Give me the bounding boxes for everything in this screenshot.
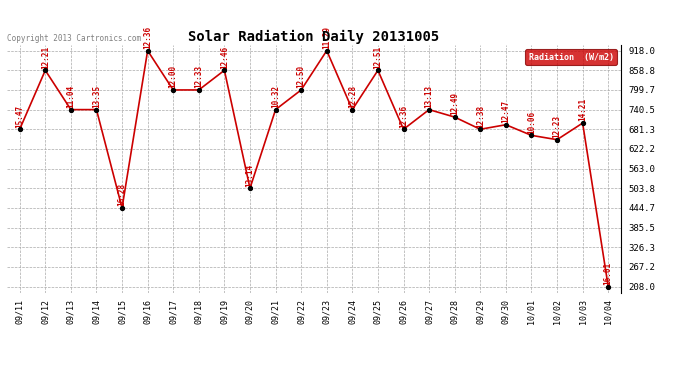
Point [14,126,26,132]
Text: 12:33: 12:33 [195,65,204,88]
Text: 13:35: 13:35 [92,85,101,108]
Text: 11:04: 11:04 [66,85,75,108]
Point [424,106,435,112]
Point [398,126,409,132]
Point [449,114,460,120]
Legend: Radiation  (W/m2): Radiation (W/m2) [525,49,617,65]
Text: 10:32: 10:32 [271,85,280,108]
Text: 12:47: 12:47 [502,100,511,123]
Text: 16:28: 16:28 [117,183,126,206]
Point [142,48,153,54]
Text: 13:14: 13:14 [246,164,255,187]
Point [91,106,102,112]
Text: Copyright 2013 Cartronics.com: Copyright 2013 Cartronics.com [7,33,141,42]
Point [66,106,77,112]
Text: 12:36: 12:36 [143,26,152,49]
Point [244,185,255,191]
Text: 12:38: 12:38 [476,105,485,128]
Title: Solar Radiation Daily 20131005: Solar Radiation Daily 20131005 [188,30,440,44]
Text: 12:00: 12:00 [169,65,178,88]
Text: 16:01: 16:01 [604,262,613,285]
Point [373,68,384,74]
Point [602,284,613,290]
Point [526,132,537,138]
Point [117,205,128,211]
Text: 12:49: 12:49 [450,92,459,116]
Text: 14:21: 14:21 [578,98,587,122]
Point [347,106,358,112]
Point [551,136,562,142]
Point [322,48,333,54]
Point [219,68,230,74]
Text: 10:06: 10:06 [527,111,536,134]
Text: 12:21: 12:21 [41,45,50,69]
Text: 12:28: 12:28 [348,85,357,108]
Text: 11:29: 11:29 [322,26,331,49]
Text: 12:46: 12:46 [220,45,229,69]
Text: 12:23: 12:23 [553,115,562,138]
Point [40,68,51,74]
Text: 12:51: 12:51 [373,45,382,69]
Point [270,106,281,112]
Text: 12:50: 12:50 [297,65,306,88]
Point [475,126,486,132]
Text: 13:13: 13:13 [424,85,433,108]
Text: 12:36: 12:36 [399,105,408,128]
Point [168,87,179,93]
Point [500,122,511,128]
Point [577,120,588,126]
Point [193,87,204,93]
Point [295,87,306,93]
Text: 15:47: 15:47 [15,105,24,128]
